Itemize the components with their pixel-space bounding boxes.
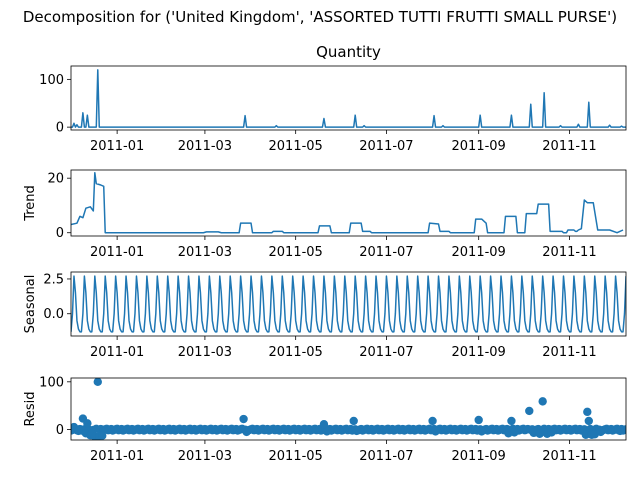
resid-xtick-label: 2011-05: [269, 449, 323, 464]
seasonal-ytick-label: 2.5: [43, 272, 64, 287]
resid-plot-area: [71, 378, 626, 440]
trend-xtick-label: 2011-03: [178, 245, 232, 260]
resid-point: [507, 416, 516, 426]
trend-xtick-label: 2011-11: [542, 245, 596, 260]
trend-ylabel: Trend: [23, 185, 38, 222]
resid-point: [615, 426, 625, 436]
observed-ytick-label: 100: [39, 73, 64, 88]
trend-ytick-label: 20: [47, 172, 64, 187]
seasonal-xtick-label: 2011-11: [542, 345, 596, 360]
seasonal-xtick-label: 2011-09: [452, 345, 506, 360]
resid-point: [431, 427, 440, 436]
resid-point: [319, 420, 329, 429]
resid-xtick-label: 2011-11: [542, 449, 596, 464]
resid-point: [98, 431, 107, 440]
resid-point: [581, 430, 591, 439]
trend-xtick-label: 2011-05: [269, 245, 323, 260]
resid-point: [584, 416, 593, 426]
observed-xtick-label: 2011-11: [542, 139, 596, 154]
resid-point: [322, 427, 332, 436]
seasonal-xtick-label: 2011-07: [359, 345, 413, 360]
seasonal-xtick-label: 2011-05: [269, 345, 323, 360]
observed-title: Quantity: [316, 43, 381, 61]
resid-point: [242, 427, 251, 437]
observed-xtick-label: 2011-03: [178, 139, 232, 154]
resid-point: [93, 378, 102, 387]
resid-point: [239, 414, 248, 424]
resid-point: [352, 426, 361, 436]
panel-observed: Quantity 0 100 2011-01 2011-03 2011-05 2011-07…: [39, 43, 627, 154]
resid-point: [596, 427, 605, 437]
resid-xtick-label: 2011-03: [178, 449, 232, 464]
observed-ytick-label: 0: [56, 121, 64, 136]
trend-ytick-label: 0: [56, 226, 64, 241]
panels-group: Quantity 0 100 2011-01 2011-03 2011-05 2011-07…: [23, 43, 627, 464]
quantity-line: [71, 69, 626, 128]
seasonal-line: [71, 275, 626, 333]
resid-xtick-label: 2011-07: [359, 449, 413, 464]
resid-point: [349, 416, 358, 426]
seasonal-ylabel: Seasonal: [23, 275, 38, 334]
resid-point: [474, 415, 483, 425]
resid-point: [510, 428, 519, 437]
observed-xtick-label: 2011-07: [359, 139, 413, 154]
trend-plot-area: [71, 171, 624, 234]
seasonal-xtick-label: 2011-03: [178, 345, 232, 360]
seasonal-xtick-label: 2011-01: [90, 345, 144, 360]
resid-point: [83, 419, 92, 428]
resid-point: [477, 427, 486, 436]
panel-trend: 0 20 2011-01 2011-03 2011-05 2011-07 2011-09 20…: [23, 169, 627, 260]
seasonal-ytick-label: 0.0: [43, 307, 64, 322]
observed-xtick-label: 2011-01: [90, 139, 144, 154]
trend-axes-frame: [70, 169, 627, 237]
panel-seasonal: 0.0 2.5 2011-01 2011-03 2011-05 2011-07 2011-0…: [23, 271, 627, 360]
trend-xtick-label: 2011-07: [359, 245, 413, 260]
seasonal-plot-area: [71, 275, 626, 333]
resid-xtick-label: 2011-01: [90, 449, 144, 464]
resid-ylabel: Resid: [23, 391, 38, 426]
seasonal-axes-frame: [70, 271, 627, 337]
observed-axes-frame: [70, 65, 627, 131]
resid-point: [535, 429, 544, 438]
figure-suptitle: Decomposition for ('United Kingdom', 'AS…: [23, 8, 617, 26]
resid-ytick-label: 0: [56, 423, 64, 438]
observed-xtick-label: 2011-05: [269, 139, 323, 154]
resid-point: [74, 426, 83, 436]
resid-point: [428, 416, 437, 426]
panel-resid: 0 100 2011-01 2011-03 2011-05 2011-07 2011-09 2…: [23, 375, 627, 464]
resid-point: [583, 407, 592, 417]
resid-axes-frame: [70, 377, 627, 441]
resid-ytick-label: 100: [39, 375, 64, 390]
resid-point: [538, 397, 547, 406]
observed-plot-area: [71, 69, 626, 128]
trend-xtick-label: 2011-09: [452, 245, 506, 260]
resid-xtick-label: 2011-09: [452, 449, 506, 464]
observed-xtick-label: 2011-09: [452, 139, 506, 154]
trend-line: [71, 171, 624, 234]
trend-xtick-label: 2011-01: [90, 245, 144, 260]
resid-point: [547, 428, 556, 437]
resid-point: [525, 406, 534, 416]
